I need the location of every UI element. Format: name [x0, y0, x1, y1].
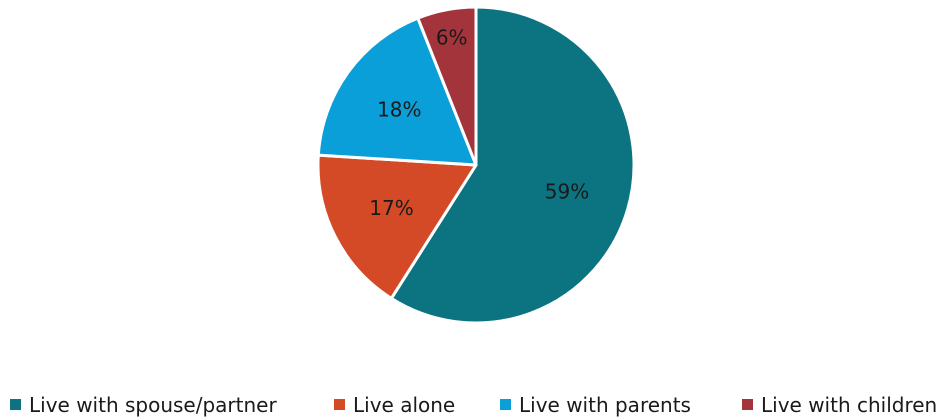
legend-swatch-live-with-parents [500, 399, 511, 410]
slice-label-live-alone: 17% [369, 196, 413, 220]
pie-slice-live-alone [316, 153, 478, 300]
legend-label-live-with-children: Live with children [761, 393, 937, 417]
legend: Live with spouse/partner Live alone Live w… [10, 393, 937, 417]
slice-labels: 59% 17% 18% 6% [369, 26, 589, 220]
legend-swatch-live-with-children [742, 399, 753, 410]
legend-label-live-with-parents: Live with parents [519, 393, 691, 417]
legend-swatch-live-alone [334, 399, 345, 410]
slice-label-live-with-parents: 18% [377, 97, 421, 121]
pie-slices [316, 5, 636, 325]
legend-swatch-live-with-spouse-partner [10, 399, 21, 410]
pie-slice-live-with-spouse-partner [389, 5, 636, 325]
slice-label-live-with-spouse-partner: 59% [545, 179, 589, 203]
legend-label-live-with-spouse-partner: Live with spouse/partner [29, 393, 277, 417]
pie-slice-live-with-parents [316, 16, 478, 167]
legend-label-live-alone: Live alone [353, 393, 455, 417]
pie-slice-live-with-children [416, 5, 478, 167]
slice-label-live-with-children: 6% [436, 26, 468, 50]
